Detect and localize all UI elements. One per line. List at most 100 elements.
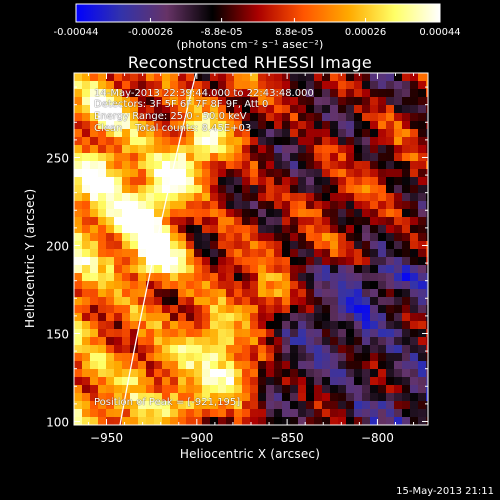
heatmap-cell: [162, 257, 171, 266]
heatmap-cell: [402, 193, 411, 202]
heatmap-cell: [322, 249, 331, 258]
heatmap-cell: [98, 417, 107, 425]
heatmap-cell: [154, 249, 163, 258]
heatmap-cell: [90, 105, 99, 114]
heatmap-cell: [266, 241, 275, 250]
heatmap-cell: [122, 257, 131, 266]
heatmap-cell: [130, 249, 139, 258]
heatmap-cell: [170, 145, 179, 154]
heatmap-cell: [314, 233, 323, 242]
heatmap-cell: [170, 337, 179, 346]
heatmap-cell: [146, 297, 155, 306]
heatmap-cell: [418, 129, 427, 138]
heatmap-cell: [322, 193, 331, 202]
heatmap-cell: [210, 121, 219, 130]
heatmap-cell: [74, 89, 83, 98]
heatmap-cell: [410, 281, 419, 290]
heatmap-cell: [202, 265, 211, 274]
heatmap-cell: [354, 105, 363, 114]
heatmap-cell: [90, 329, 99, 338]
heatmap-cell: [106, 345, 115, 354]
heatmap-cell: [154, 337, 163, 346]
heatmap-cell: [194, 273, 203, 282]
heatmap-cell: [130, 361, 139, 370]
heatmap-cell: [418, 201, 427, 210]
heatmap-cell: [242, 321, 251, 330]
heatmap-cell: [178, 353, 187, 362]
heatmap-cell: [322, 385, 331, 394]
heatmap-cell: [410, 225, 419, 234]
heatmap-cell: [178, 217, 187, 226]
heatmap-cell: [250, 153, 259, 162]
heatmap-cell: [162, 265, 171, 274]
heatmap-cell: [114, 345, 123, 354]
heatmap-cell: [98, 233, 107, 242]
heatmap-cell: [210, 209, 219, 218]
heatmap-cell: [122, 73, 131, 82]
heatmap-cell: [418, 121, 427, 130]
heatmap-cell: [98, 393, 107, 402]
heatmap-cell: [122, 97, 131, 106]
heatmap-cell: [266, 89, 275, 98]
heatmap-cell: [338, 313, 347, 322]
heatmap-cell: [226, 161, 235, 170]
heatmap-cell: [138, 401, 147, 410]
heatmap-cell: [154, 185, 163, 194]
heatmap-cell: [402, 81, 411, 90]
heatmap-cell: [362, 377, 371, 386]
heatmap-cell: [210, 273, 219, 282]
heatmap-cell: [274, 113, 283, 122]
heatmap-cell: [218, 169, 227, 178]
heatmap-cell: [130, 217, 139, 226]
heatmap-cell: [194, 361, 203, 370]
heatmap-cell: [130, 201, 139, 210]
heatmap-cell: [138, 345, 147, 354]
heatmap-cell: [210, 193, 219, 202]
heatmap-cell: [234, 273, 243, 282]
heatmap-cell: [402, 225, 411, 234]
heatmap-cell: [82, 345, 91, 354]
heatmap-cell: [178, 385, 187, 394]
heatmap-cell: [162, 345, 171, 354]
heatmap-cell: [202, 385, 211, 394]
heatmap-cell: [410, 201, 419, 210]
heatmap-cell: [170, 113, 179, 122]
heatmap-cell: [402, 177, 411, 186]
heatmap-cell: [226, 81, 235, 90]
heatmap-cell: [146, 233, 155, 242]
heatmap-cell: [394, 409, 403, 418]
heatmap-cell: [122, 241, 131, 250]
heatmap-cell: [90, 265, 99, 274]
heatmap-cell: [90, 185, 99, 194]
heatmap-cell: [402, 217, 411, 226]
heatmap-cell: [170, 73, 179, 82]
heatmap-cell: [90, 169, 99, 178]
heatmap-cell: [114, 217, 123, 226]
heatmap-cell: [306, 361, 315, 370]
heatmap-cell: [82, 249, 91, 258]
heatmap-cell: [98, 313, 107, 322]
heatmap-cell: [90, 345, 99, 354]
heatmap-cell: [178, 225, 187, 234]
heatmap-cell: [346, 113, 355, 122]
heatmap-cell: [98, 217, 107, 226]
heatmap-cell: [226, 337, 235, 346]
heatmap-cell: [242, 313, 251, 322]
heatmap-cell: [402, 137, 411, 146]
heatmap-cell: [90, 217, 99, 226]
heatmap-cell: [298, 281, 307, 290]
heatmap-cell: [370, 225, 379, 234]
heatmap-cell: [122, 321, 131, 330]
heatmap-cell: [210, 385, 219, 394]
heatmap-cell: [354, 345, 363, 354]
heatmap-cell: [386, 169, 395, 178]
heatmap-cell: [250, 257, 259, 266]
heatmap-cell: [274, 169, 283, 178]
heatmap-cell: [306, 345, 315, 354]
heatmap-cell: [114, 225, 123, 234]
heatmap-cell: [354, 401, 363, 410]
heatmap-cell: [122, 169, 131, 178]
heatmap-cell: [114, 113, 123, 122]
annotation-time: 14-May-2013 22:39:44.000 to 22:43:48.000: [94, 88, 314, 99]
heatmap-cell: [418, 185, 427, 194]
